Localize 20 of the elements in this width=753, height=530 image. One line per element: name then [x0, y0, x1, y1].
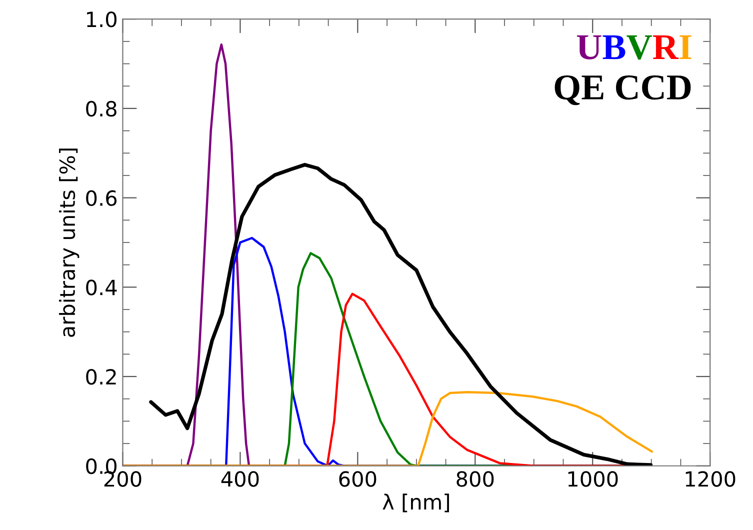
y-tick-label: 0.2: [86, 368, 116, 385]
text: I: [680, 35, 692, 60]
x-tick-label: 1200: [686, 471, 736, 487]
y-tick-label: 0.6: [86, 190, 117, 206]
x-tick-label: 800: [456, 471, 494, 487]
x-tick-label: 600: [339, 471, 376, 487]
line-series: [122, 391, 654, 466]
y-axis-title: arbitrary units [%]: [59, 148, 80, 337]
text: QE CCD: [554, 75, 691, 106]
y-tick-label: 0.4: [86, 280, 117, 296]
text: V: [626, 35, 652, 60]
y-tick-label: 1.0: [87, 12, 116, 28]
x-axis-title: λ [nm]: [382, 494, 449, 512]
text: B: [602, 35, 626, 60]
x-tick-label: 1000: [568, 471, 618, 487]
x-tick-label: 400: [221, 471, 259, 487]
text: R: [652, 35, 679, 60]
line-series: [149, 162, 653, 466]
text: U: [576, 35, 602, 60]
y-tick-label: 0.8: [86, 100, 116, 117]
